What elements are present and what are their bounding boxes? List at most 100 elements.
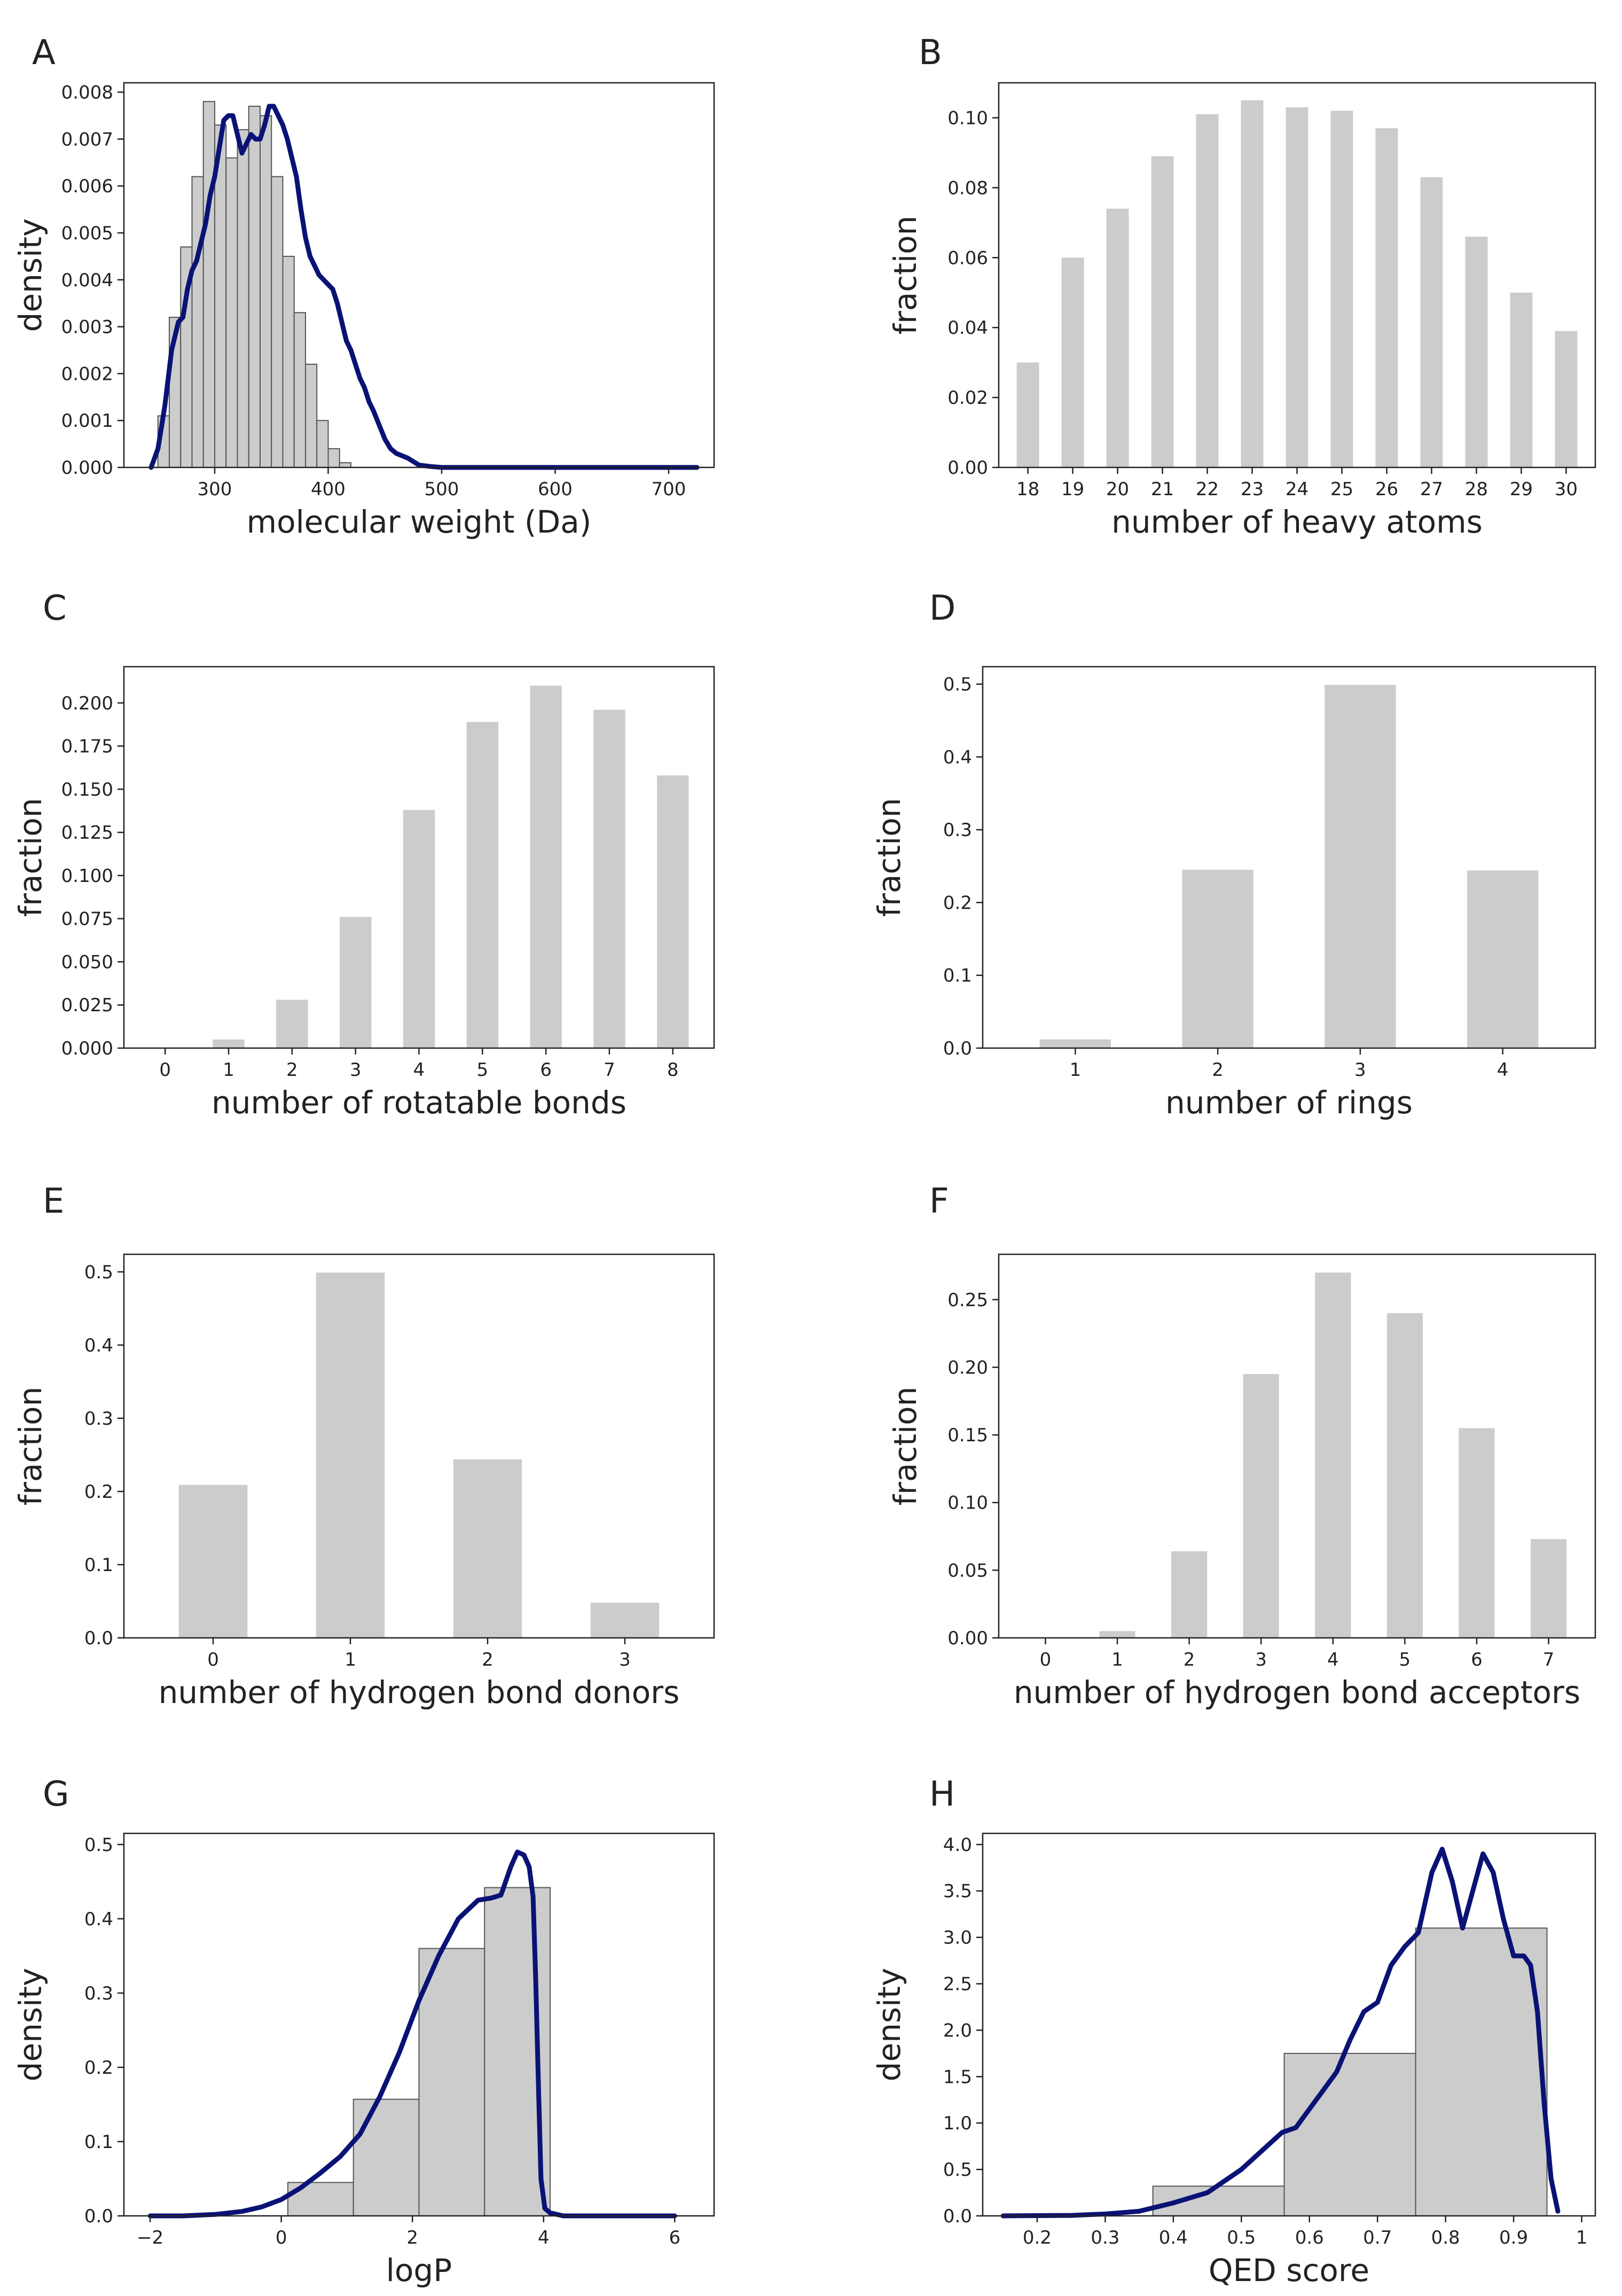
x-tick-label: 0.4 <box>1159 2227 1188 2248</box>
x-tick-label: 0 <box>159 1059 171 1081</box>
y-tick-label: 0.2 <box>84 2057 113 2079</box>
x-axis-label: number of hydrogen bond acceptors <box>1014 1674 1580 1711</box>
y-axis-label: density <box>871 1968 907 2082</box>
bar <box>1182 870 1253 1048</box>
histogram-bar <box>237 129 249 468</box>
y-tick-label: 0.5 <box>84 1262 113 1283</box>
y-tick-label: 1.5 <box>943 2066 972 2088</box>
panel-label: C <box>43 589 67 628</box>
x-tick-label: 20 <box>1106 479 1129 500</box>
y-tick-label: 0.005 <box>61 223 113 244</box>
histogram-bar <box>248 105 261 468</box>
x-tick-label: 0.9 <box>1499 2227 1528 2248</box>
y-tick-label: 0.100 <box>61 865 113 887</box>
x-tick-label: 30 <box>1555 479 1578 500</box>
bar <box>1375 128 1398 467</box>
x-tick-label: 8 <box>667 1059 679 1081</box>
histogram-bar <box>305 363 318 468</box>
x-tick-label: 6 <box>540 1059 552 1081</box>
histogram-bar <box>293 312 306 468</box>
y-tick-label: 0.3 <box>84 1408 113 1430</box>
x-tick-label: 0 <box>207 1649 219 1670</box>
bar <box>403 810 435 1048</box>
x-tick-label: 400 <box>311 479 346 500</box>
bar <box>1555 331 1578 467</box>
x-tick-label: 6 <box>1471 1649 1483 1670</box>
x-tick-label: 0.2 <box>1023 2227 1052 2248</box>
y-tick-label: 0.0 <box>84 2206 113 2227</box>
bar <box>213 1039 245 1048</box>
panel-label: G <box>43 1775 69 1814</box>
panel-label: B <box>919 33 942 73</box>
x-tick-label: 27 <box>1420 479 1443 500</box>
y-tick-label: 0.10 <box>947 107 988 129</box>
histogram-bar <box>271 176 284 468</box>
x-tick-label: 3 <box>1354 1059 1366 1081</box>
y-axis-label: density <box>12 1968 49 2082</box>
x-tick-label: 1 <box>223 1059 234 1081</box>
y-tick-label: 0.050 <box>61 951 113 973</box>
bar <box>178 1485 248 1638</box>
x-tick-label: 3 <box>619 1649 631 1670</box>
histogram-bar <box>1415 1927 1548 2217</box>
y-tick-label: 0.4 <box>84 1335 113 1356</box>
y-tick-label: 0.000 <box>61 1038 113 1059</box>
y-tick-label: 0.20 <box>947 1357 988 1378</box>
y-tick-label: 2.5 <box>943 1974 972 1995</box>
y-tick-label: 0.5 <box>943 2159 972 2181</box>
y-tick-label: 2.0 <box>943 2020 972 2041</box>
bar <box>1386 1313 1423 1638</box>
bar <box>1325 685 1396 1048</box>
y-tick-label: 0.25 <box>947 1290 988 1311</box>
y-tick-label: 0.200 <box>61 693 113 714</box>
y-tick-label: 0.004 <box>61 270 113 291</box>
bar <box>1420 177 1443 467</box>
y-tick-label: 0.4 <box>84 1909 113 1930</box>
x-tick-label: 0.3 <box>1091 2227 1119 2248</box>
bar <box>339 917 372 1048</box>
y-tick-label: 0.006 <box>61 176 113 197</box>
y-tick-label: 0.125 <box>61 822 113 844</box>
x-tick-label: 25 <box>1330 479 1353 500</box>
axes-frame <box>982 1832 1596 2217</box>
x-tick-label: 0 <box>276 2227 287 2248</box>
x-tick-label: 0.8 <box>1431 2227 1460 2248</box>
y-axis-label: fraction <box>887 216 923 335</box>
panel-label: D <box>929 589 955 628</box>
x-tick-label: 29 <box>1510 479 1533 500</box>
bar <box>276 999 308 1048</box>
panel-label: F <box>929 1182 949 1221</box>
y-tick-label: 0.000 <box>61 457 113 479</box>
y-tick-label: 0.00 <box>947 1628 988 1649</box>
y-tick-label: 0.150 <box>61 779 113 800</box>
x-tick-label: 6 <box>669 2227 681 2248</box>
histogram-bar <box>282 255 295 468</box>
x-tick-label: 4 <box>413 1059 425 1081</box>
chart-panel-a: A 0.000 0.001 0.002 0.003 0.004 0.005 0.006 0.00… <box>12 33 715 540</box>
histogram-bar <box>202 101 215 468</box>
histogram-bar <box>418 1948 485 2216</box>
x-tick-label: 23 <box>1241 479 1264 500</box>
bar <box>316 1272 385 1638</box>
bar <box>1243 1374 1279 1638</box>
bar <box>1151 156 1174 467</box>
bar <box>1510 292 1533 467</box>
y-tick-label: 0.3 <box>84 1983 113 2004</box>
y-tick-label: 0.10 <box>947 1493 988 1514</box>
bar <box>593 709 625 1048</box>
x-tick-label: 0.6 <box>1295 2227 1324 2248</box>
y-tick-label: 0.05 <box>947 1560 988 1581</box>
y-tick-label: 1.0 <box>943 2113 972 2134</box>
y-tick-label: 0.1 <box>84 1555 113 1576</box>
axes-frame <box>123 1832 715 2217</box>
chart-panel-f: F 0.00 0.05 0.10 0.15 0.20 0.25 0 1 2 3 4 5 6 7 number … <box>887 1182 1596 1711</box>
y-tick-label: 0.0 <box>943 2206 972 2227</box>
x-tick-label: 5 <box>476 1059 488 1081</box>
bar <box>1039 1039 1111 1048</box>
chart-panel-c: C 0.000 0.025 0.050 0.075 0.100 0.125 0.150 0.17… <box>12 589 715 1121</box>
y-tick-label: 0.02 <box>947 387 988 409</box>
x-tick-label: 2 <box>1212 1059 1224 1081</box>
chart-panel-b: B 0.00 0.02 0.04 0.06 0.08 0.10 18 19 20 21 22 23 24 2… <box>887 33 1596 540</box>
x-tick-label: 3 <box>1255 1649 1267 1670</box>
